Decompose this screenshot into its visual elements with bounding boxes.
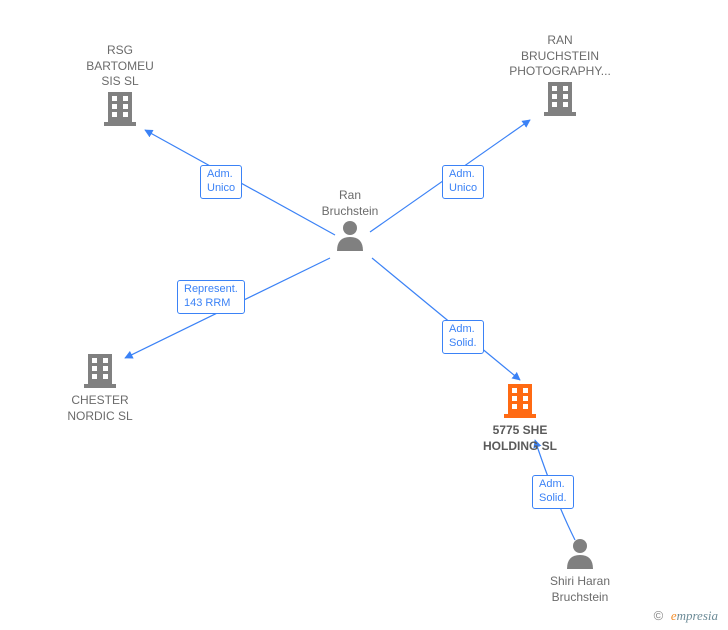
node-label-she: 5775 SHE HOLDING SL xyxy=(460,423,580,454)
node-shiri[interactable]: Shiri Haran Bruchstein xyxy=(520,537,640,605)
node-chester[interactable]: CHESTER NORDIC SL xyxy=(40,352,160,424)
building-icon-wrap xyxy=(500,80,620,121)
building-icon-wrap xyxy=(40,352,160,393)
edge-ran-she xyxy=(372,258,520,380)
node-photo[interactable]: RAN BRUCHSTEIN PHOTOGRAPHY... xyxy=(500,33,620,121)
copyright-symbol: © xyxy=(654,608,664,623)
node-she[interactable]: 5775 SHE HOLDING SL xyxy=(460,382,580,454)
watermark-rest: mpresia xyxy=(677,608,718,623)
edge-label-ran-she: Adm. Solid. xyxy=(442,320,484,354)
edge-label-ran-rsg: Adm. Unico xyxy=(200,165,242,199)
building-icon xyxy=(503,382,537,418)
watermark: © empresia xyxy=(654,608,718,624)
edge-label-ran-photo: Adm. Unico xyxy=(442,165,484,199)
building-icon xyxy=(543,80,577,116)
node-label-ran: Ran Bruchstein xyxy=(290,188,410,219)
edge-label-ran-chester: Represent. 143 RRM xyxy=(177,280,245,314)
building-icon xyxy=(83,352,117,388)
person-icon-wrap xyxy=(520,537,640,574)
person-icon-wrap xyxy=(290,219,410,256)
building-icon xyxy=(103,90,137,126)
node-label-chester: CHESTER NORDIC SL xyxy=(40,393,160,424)
node-label-rsg: RSG BARTOMEU SIS SL xyxy=(60,43,180,90)
building-icon-wrap xyxy=(60,90,180,131)
person-icon xyxy=(335,219,365,251)
person-icon xyxy=(565,537,595,569)
building-icon-wrap xyxy=(460,382,580,423)
node-label-photo: RAN BRUCHSTEIN PHOTOGRAPHY... xyxy=(500,33,620,80)
edge-label-shiri-she: Adm. Solid. xyxy=(532,475,574,509)
node-label-shiri: Shiri Haran Bruchstein xyxy=(520,574,640,605)
node-ran[interactable]: Ran Bruchstein xyxy=(290,188,410,256)
node-rsg[interactable]: RSG BARTOMEU SIS SL xyxy=(60,43,180,131)
